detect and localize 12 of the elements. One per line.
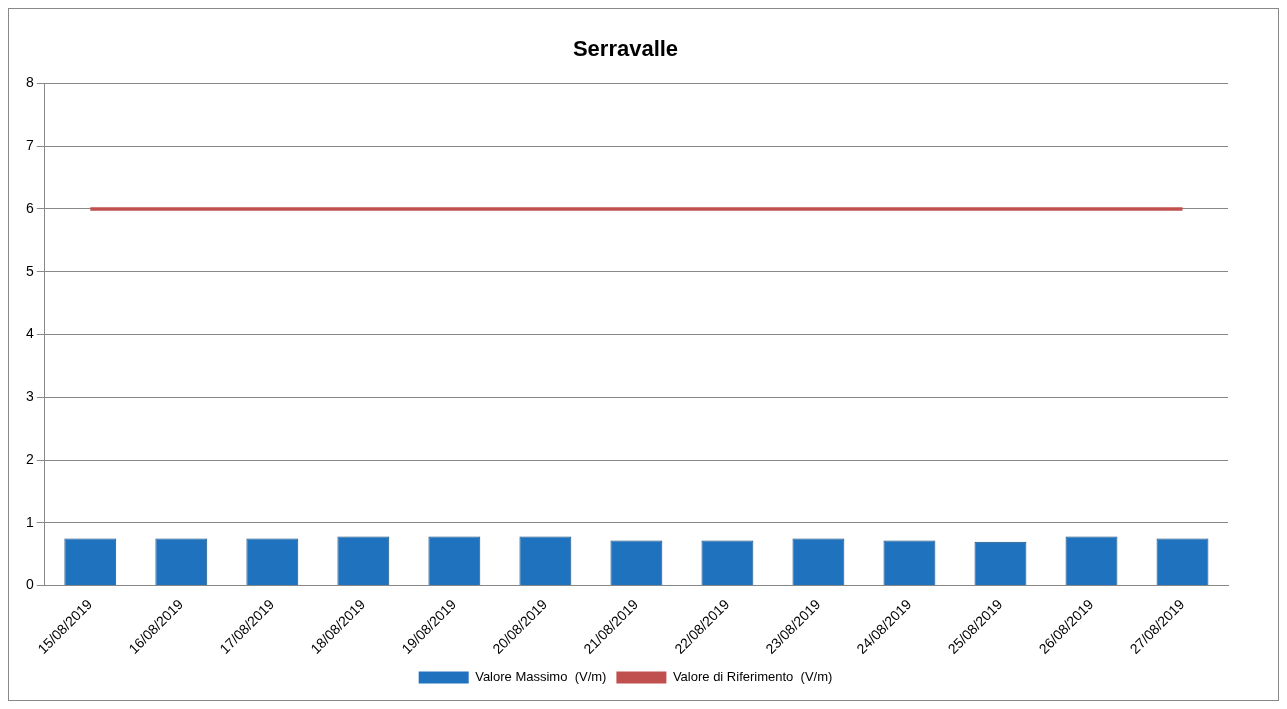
y-tick-label: 6 xyxy=(25,199,34,216)
y-tick-label: 4 xyxy=(25,325,34,342)
y-tick-label: 0 xyxy=(25,576,34,593)
legend-label: Valore Massimo (V/m) xyxy=(475,669,607,685)
y-tick-label: 7 xyxy=(25,137,34,154)
y-tick-label: 5 xyxy=(25,262,34,279)
y-tick-label: 3 xyxy=(25,388,34,405)
y-tick-label: 2 xyxy=(25,450,34,467)
legend-label: Valore di Riferimento (V/m) xyxy=(672,669,833,685)
chart-title: Serravalle xyxy=(572,36,679,62)
y-tick-label: 1 xyxy=(25,513,34,530)
y-tick-label: 8 xyxy=(25,74,34,91)
